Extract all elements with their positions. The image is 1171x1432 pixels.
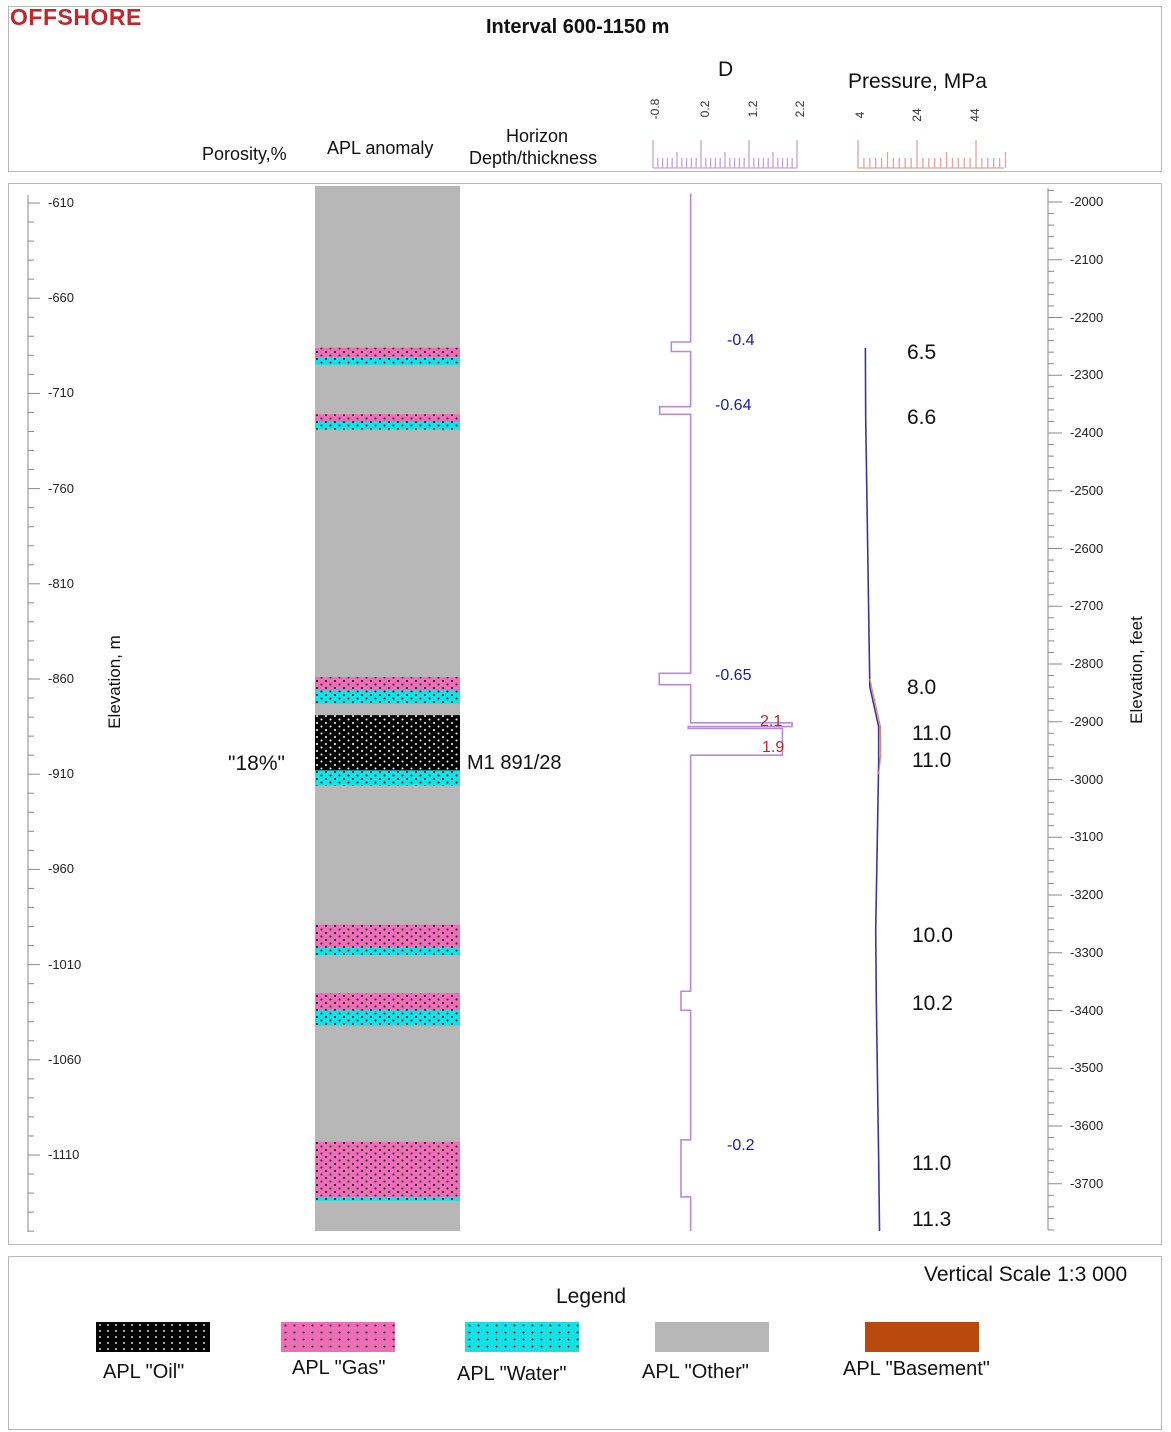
left-axis-tick-label: -1110: [48, 1147, 80, 1162]
apl-header: APL anomaly: [327, 138, 434, 158]
legend-label-water: APL "Water": [457, 1363, 567, 1385]
d-value-label: 1.9: [762, 739, 785, 757]
apl-layer-gas: [315, 414, 460, 422]
apl-layer-water: [315, 357, 460, 365]
right-axis-tick-label: -3100: [1070, 829, 1104, 845]
pressure-value-label: 11.0: [912, 1152, 952, 1176]
header-panel: [8, 6, 1162, 172]
legend-label-other: APL "Other": [642, 1361, 749, 1383]
right-axis-tick-label: -3600: [1070, 1118, 1104, 1133]
left-axis-tick-label: -610: [48, 195, 75, 210]
right-axis-tick-label: -2000: [1070, 194, 1104, 209]
left-axis-tick-label: -710: [48, 385, 75, 401]
left-axis-tick-label: -910: [48, 766, 75, 782]
offshore-label: OFFSHORE: [10, 4, 142, 30]
apl-layer-gas: [315, 993, 460, 1011]
pressure-value-label: 10.2: [912, 992, 953, 1016]
apl-layer-water: [315, 770, 460, 786]
interval-title: Interval 600-1150 m: [486, 16, 670, 38]
header-scales: [652, 140, 1007, 169]
apl-column-other: [315, 186, 460, 1231]
left-axis-tick-label: -960: [48, 861, 75, 877]
legend-swatch-oil: [96, 1322, 210, 1352]
pressure-value-label: 11.0: [912, 748, 952, 772]
apl-layer-water: [315, 1010, 460, 1026]
right-axis-tick-label: -2200: [1070, 309, 1104, 325]
legend-swatch-water: [465, 1322, 579, 1352]
apl-layer-water: [315, 947, 460, 956]
right-axis-tick-label: -2400: [1070, 425, 1104, 440]
pressure-value-label: 10.0: [912, 923, 953, 947]
right-axis-tick-label: -3500: [1070, 1060, 1104, 1076]
left-axis-tick-label: -760: [48, 480, 75, 496]
right-axis-title: Elevation, feet: [1127, 616, 1146, 724]
left-axis-tick-label: -860: [48, 671, 75, 686]
right-axis-tick-label: -2900: [1070, 713, 1104, 729]
legend-swatch-gas: [281, 1322, 395, 1352]
porosity-value: "18%": [228, 752, 285, 775]
horizon-label: M1 891/28: [467, 752, 562, 774]
left-axis-tick-label: -810: [48, 575, 75, 591]
right-axis-tick-label: -3700: [1070, 1175, 1104, 1191]
left-axis-tick-label: -1010: [48, 956, 82, 972]
d-value-label: 2.1: [760, 712, 783, 730]
depth-thickness-header: Depth/thickness: [469, 148, 598, 168]
d-value-label: -0.65: [715, 667, 752, 684]
left-axis-tick-label: -1060: [48, 1051, 82, 1067]
legend-swatch-basement: [865, 1322, 979, 1352]
left-axis-title: Elevation, m: [105, 635, 124, 729]
d-value-label: -0.4: [727, 331, 755, 349]
left-axis-tick-label: -660: [48, 290, 75, 306]
log-diagram: [27, 186, 1062, 1232]
apl-layer-gas: [315, 1141, 460, 1197]
right-axis-tick-label: -2500: [1070, 482, 1104, 498]
horizon-header: Horizon: [506, 126, 569, 146]
apl-layer-water: [315, 421, 460, 430]
right-axis-tick-label: -3000: [1070, 771, 1104, 787]
right-axis-tick-label: -2800: [1070, 656, 1104, 671]
right-axis-tick-label: -3400: [1070, 1002, 1104, 1018]
apl-layer-water: [315, 690, 460, 704]
apl-layer-gas: [315, 924, 460, 948]
right-axis-tick-label: -2700: [1070, 598, 1104, 614]
pressure-value-label: 6.6: [907, 406, 937, 430]
legend-swatch-other: [655, 1322, 769, 1352]
pressure-curve: [864, 347, 881, 1232]
vertical-scale: Vertical Scale 1:3 000: [924, 1263, 1128, 1286]
d-curve: [658, 193, 793, 1232]
right-axis-tick-label: -3300: [1070, 944, 1104, 960]
d-value-label: -0.2: [727, 1137, 755, 1155]
main-panel: [8, 183, 1162, 1245]
pressure-curve-secondary: [869, 678, 882, 775]
right-axis-tick-label: -3200: [1070, 887, 1104, 902]
pressure-value-label: 11.0: [912, 722, 952, 746]
d-title: D: [718, 58, 734, 81]
porosity-header: Porosity,%: [202, 144, 287, 164]
apl-layer-oil: [315, 715, 460, 771]
apl-layer-gas: [315, 677, 460, 691]
legend-label-gas: APL "Gas": [292, 1357, 386, 1379]
right-axis-tick-label: -2300: [1070, 367, 1104, 383]
pressure-value-label: 8.0: [907, 676, 937, 700]
legend-label-basement: APL "Basement": [843, 1358, 990, 1380]
d-value-label: -0.64: [715, 396, 752, 414]
right-axis-tick-label: -2100: [1070, 251, 1104, 267]
apl-layer-water: [315, 1196, 460, 1201]
right-axis-tick-label: -2600: [1070, 540, 1104, 556]
pressure-title: Pressure, MPa: [848, 70, 987, 93]
apl-layer-gas: [315, 347, 460, 358]
pressure-value-label: 11.3: [912, 1207, 952, 1231]
pressure-value-label: 6.5: [907, 341, 937, 365]
legend-title: Legend: [556, 1285, 627, 1308]
legend-label-oil: APL "Oil": [103, 1361, 185, 1383]
